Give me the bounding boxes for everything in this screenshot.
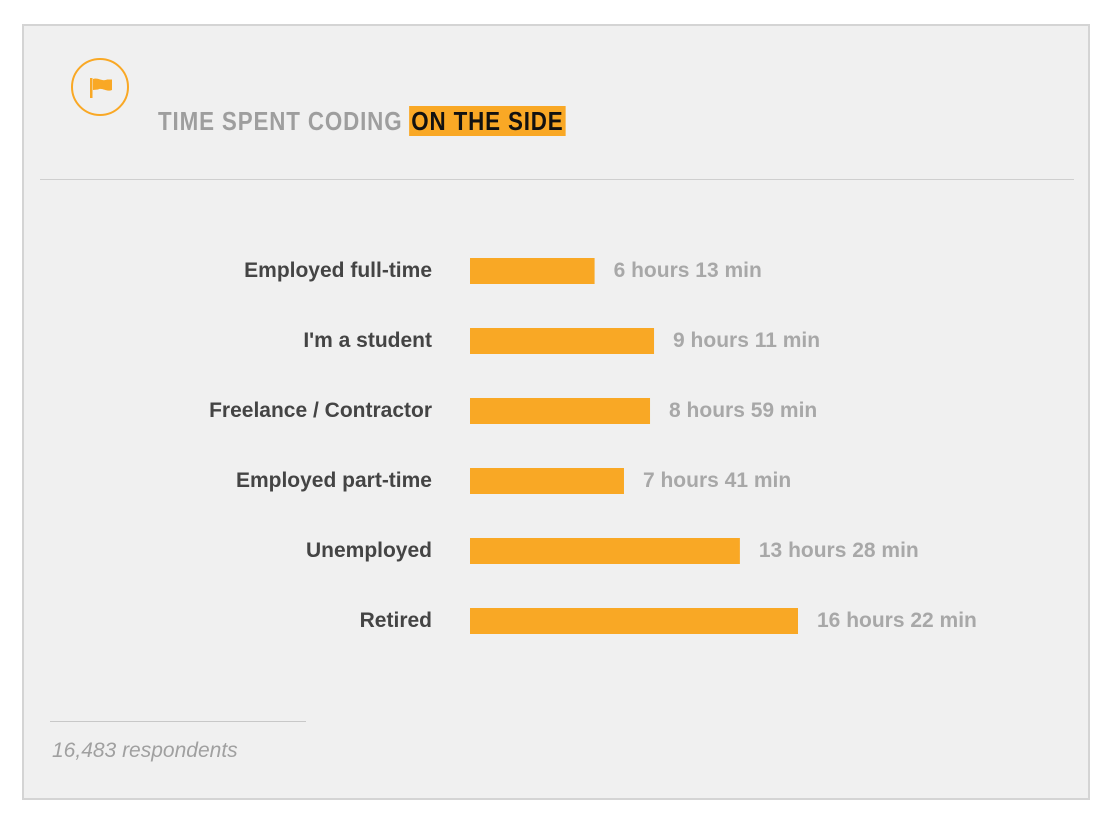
- value-label: 9 hours 11 min: [673, 329, 820, 352]
- bar-chart: Employed full-time 6 hours 13 min I'm a st…: [209, 258, 977, 634]
- flag-badge: [71, 58, 129, 116]
- chart-title: TIME SPENT CODING ON THE SIDE: [158, 106, 566, 136]
- value-label: 8 hours 59 min: [669, 399, 817, 422]
- footer-divider: [50, 721, 306, 722]
- bar: [470, 608, 798, 634]
- title-main: TIME SPENT CODING: [158, 106, 410, 136]
- bar: [470, 398, 651, 424]
- value-label: 16 hours 22 min: [817, 609, 977, 632]
- header-divider: [40, 179, 1074, 180]
- category-label: Employed full-time: [244, 259, 432, 282]
- flag-icon: [90, 78, 112, 98]
- value-label: 13 hours 28 min: [759, 539, 919, 562]
- value-label: 7 hours 41 min: [643, 469, 791, 492]
- category-label: Unemployed: [306, 539, 432, 562]
- bar: [470, 258, 595, 284]
- category-label: Freelance / Contractor: [209, 399, 432, 422]
- chart-card: TIME SPENT CODING ON THE SIDE Employed f…: [22, 24, 1090, 800]
- bar: [470, 468, 624, 494]
- bar: [470, 538, 740, 564]
- title-highlight: ON THE SIDE: [409, 106, 566, 136]
- respondent-count: 16,483 respondents: [52, 739, 238, 762]
- category-label: Retired: [360, 609, 432, 632]
- bar: [470, 328, 655, 354]
- category-label: I'm a student: [303, 329, 432, 352]
- category-label: Employed part-time: [236, 469, 432, 492]
- value-label: 6 hours 13 min: [614, 259, 762, 282]
